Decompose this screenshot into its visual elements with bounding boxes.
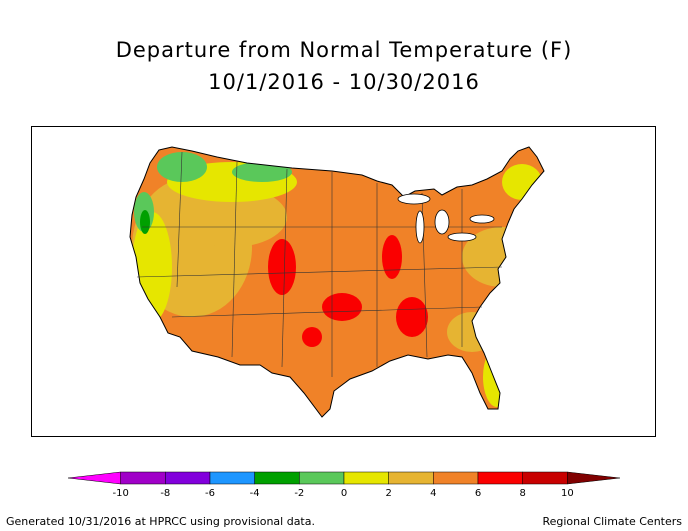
- legend-tick-label: -6: [205, 488, 215, 499]
- map-title: Departure from Normal Temperature (F): [115, 38, 573, 62]
- legend-swatch: [120, 471, 166, 485]
- great-lakes: [397, 193, 495, 244]
- legend-tick-label: -8: [160, 488, 171, 499]
- map-panel: [31, 126, 656, 437]
- legend-swatch: [388, 471, 434, 485]
- legend-swatch: [567, 471, 620, 485]
- legend-swatch: [165, 471, 211, 485]
- color-scale-bar: [68, 471, 620, 485]
- state-borders: [136, 151, 503, 377]
- legend-tick-label: 8: [519, 488, 526, 499]
- generated-note: Generated 10/31/2016 at HPRCC using prov…: [6, 515, 315, 528]
- us-outline: [129, 146, 545, 418]
- legend-swatch: [522, 471, 568, 485]
- legend-tick-label: -10: [112, 488, 129, 499]
- legend-tick-label: 4: [430, 488, 437, 499]
- legend-swatch: [209, 471, 255, 485]
- legend-tick-label: 2: [385, 488, 392, 499]
- legend-tick-label: -4: [249, 488, 260, 499]
- legend-tick-label: 6: [474, 488, 482, 499]
- color-scale-legend: -10 -8 -6 -4 -2 0 2 4 6 8 10: [68, 470, 620, 502]
- legend-tick-label: 0: [340, 488, 348, 499]
- source-credit: Regional Climate Centers: [542, 515, 682, 528]
- legend-tick-label: 10: [560, 488, 574, 499]
- legend-swatch: [299, 471, 345, 485]
- temperature-departure-map: [129, 146, 545, 418]
- map-date-range: 10/1/2016 - 10/30/2016: [208, 70, 480, 94]
- legend-swatch: [343, 471, 389, 485]
- legend-tick-label: -2: [294, 488, 305, 499]
- legend-swatch: [68, 471, 121, 485]
- legend-swatch: [433, 471, 479, 485]
- legend-swatch: [254, 471, 300, 485]
- legend-swatch: [477, 471, 523, 485]
